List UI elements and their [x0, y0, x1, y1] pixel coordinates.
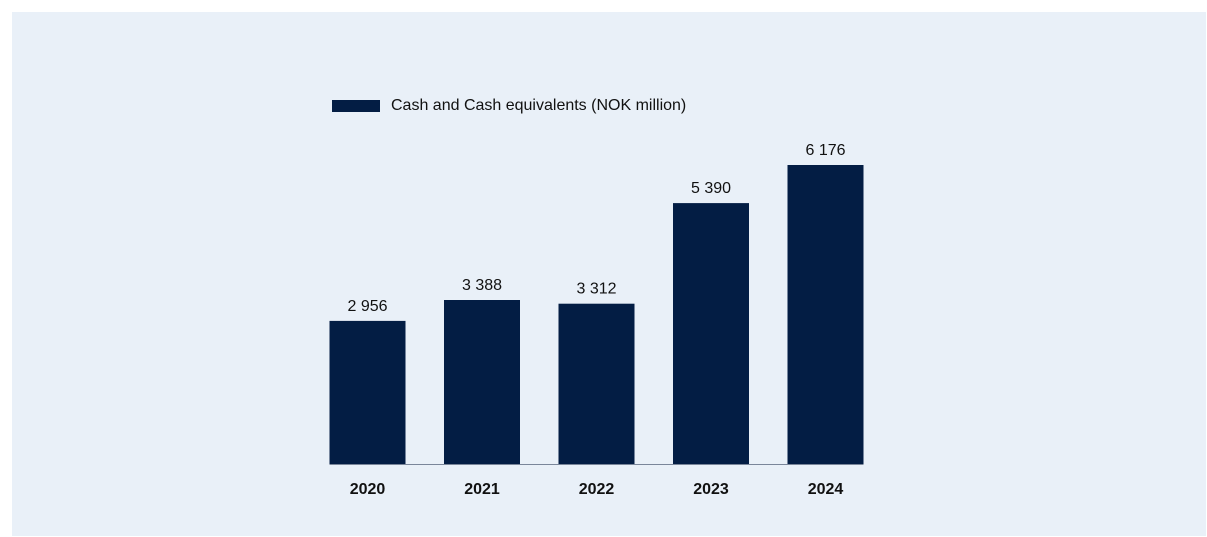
value-label-2022: 3 312: [576, 281, 616, 298]
legend-swatch: [332, 100, 380, 112]
bar-2021: [444, 300, 520, 464]
x-tick-label-2024: 2024: [808, 481, 844, 498]
value-label-2024: 6 176: [805, 142, 845, 159]
bar-2024: [787, 165, 864, 464]
x-tick-label-2023: 2023: [693, 481, 729, 498]
bar-2022: [558, 303, 635, 464]
x-tick-label-2021: 2021: [464, 481, 500, 498]
value-label-2021: 3 388: [462, 277, 502, 294]
value-label-2020: 2 956: [347, 298, 387, 315]
bar-2023: [673, 203, 749, 464]
bar-chart: 2 956 2020 3 388 2021 3 312 2022 5 390 2023 6 17…: [329, 142, 864, 498]
legend-label: Cash and Cash equivalents (NOK million): [391, 97, 687, 114]
chart-panel: Cash and Cash equivalents (NOK million) …: [12, 12, 1206, 536]
bar-2020: [329, 320, 406, 464]
value-label-2023: 5 390: [691, 180, 731, 197]
legend: Cash and Cash equivalents (NOK million): [332, 96, 686, 116]
x-tick-label-2022: 2022: [579, 481, 615, 498]
x-tick-label-2020: 2020: [350, 481, 386, 498]
